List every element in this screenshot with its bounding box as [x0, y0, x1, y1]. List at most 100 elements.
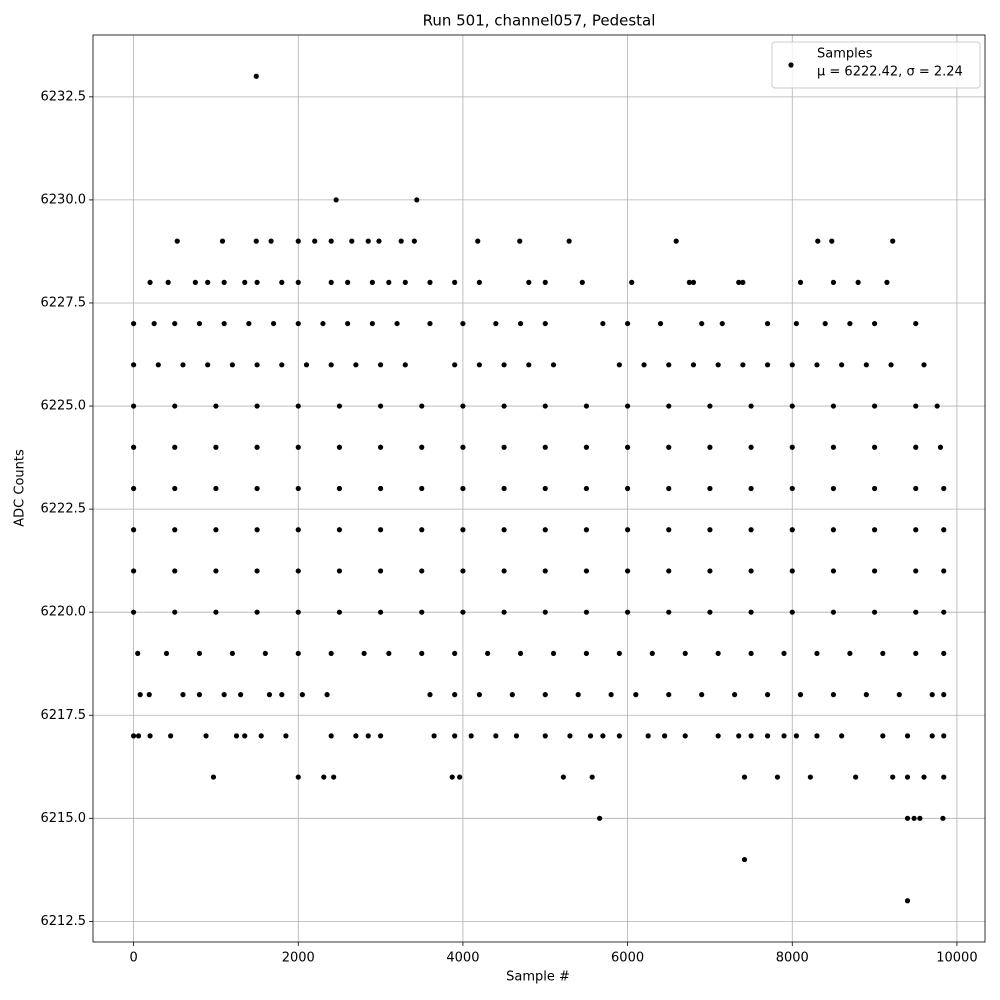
point — [566, 238, 572, 244]
point — [542, 279, 548, 285]
point — [904, 774, 911, 780]
x-tick-label: 0 — [129, 951, 137, 966]
point — [266, 692, 273, 698]
point — [707, 444, 713, 450]
legend: Samples μ = 6222.42, σ = 2.24 — [771, 41, 981, 89]
point — [299, 692, 305, 698]
y-tick-label: 6222.5 — [41, 502, 87, 517]
point — [493, 733, 499, 739]
point — [789, 527, 795, 533]
point — [270, 320, 277, 327]
point — [349, 238, 355, 244]
point — [575, 692, 581, 698]
point — [550, 650, 557, 657]
point — [890, 774, 896, 780]
point — [345, 279, 351, 285]
point — [624, 568, 631, 574]
point — [427, 279, 433, 285]
point — [941, 774, 947, 780]
point — [196, 320, 203, 327]
point — [476, 279, 482, 285]
point — [377, 527, 384, 533]
plot-frame — [92, 34, 986, 943]
point — [253, 238, 259, 244]
point — [192, 279, 198, 285]
point — [797, 692, 804, 698]
point — [941, 568, 947, 574]
point — [921, 362, 927, 368]
point — [884, 279, 890, 285]
point — [283, 733, 289, 739]
point — [130, 403, 137, 409]
point — [242, 733, 248, 739]
point — [172, 568, 178, 574]
point — [213, 568, 219, 574]
point — [629, 279, 635, 285]
point — [913, 485, 919, 492]
point — [941, 692, 947, 698]
point — [295, 279, 301, 285]
point — [146, 692, 152, 698]
point — [295, 403, 301, 409]
point — [501, 609, 507, 615]
point — [830, 444, 837, 450]
point — [163, 650, 170, 657]
point — [419, 444, 425, 450]
point — [666, 609, 672, 615]
point — [254, 279, 260, 285]
point — [196, 650, 203, 657]
point — [460, 444, 466, 450]
point — [940, 815, 946, 821]
point — [600, 320, 606, 327]
point — [715, 733, 721, 739]
point — [748, 733, 754, 739]
point — [839, 362, 845, 368]
point — [452, 362, 458, 368]
point — [793, 320, 799, 327]
point — [830, 692, 837, 698]
point — [254, 527, 260, 533]
point — [460, 568, 466, 574]
point — [130, 362, 137, 368]
point — [707, 485, 713, 492]
point — [941, 485, 947, 492]
point — [890, 238, 896, 244]
point — [748, 444, 754, 450]
point — [526, 279, 532, 285]
point — [542, 692, 548, 698]
point — [583, 403, 590, 409]
point — [295, 527, 301, 533]
point — [871, 403, 878, 409]
point — [913, 527, 919, 533]
point — [583, 609, 590, 615]
point — [324, 692, 330, 698]
point — [219, 238, 226, 244]
point — [172, 320, 178, 327]
point — [262, 650, 268, 657]
point — [365, 733, 371, 739]
point — [789, 362, 795, 368]
y-tick-label: 6220.0 — [41, 605, 87, 620]
point — [377, 403, 384, 409]
point — [460, 403, 466, 409]
point — [736, 733, 742, 739]
point — [369, 320, 375, 327]
point — [913, 403, 919, 409]
point — [336, 403, 343, 409]
y-tick-label: 6227.5 — [41, 295, 87, 310]
point — [904, 898, 911, 904]
point — [254, 403, 260, 409]
point — [419, 403, 425, 409]
point — [402, 279, 408, 285]
point — [896, 692, 902, 698]
point — [205, 279, 211, 285]
point — [345, 320, 351, 327]
point — [736, 279, 742, 285]
point — [517, 238, 523, 244]
point — [814, 362, 820, 368]
point — [921, 774, 927, 780]
point — [411, 238, 417, 244]
point — [155, 362, 161, 368]
legend-label: Samples — [817, 47, 873, 62]
point — [740, 279, 746, 285]
